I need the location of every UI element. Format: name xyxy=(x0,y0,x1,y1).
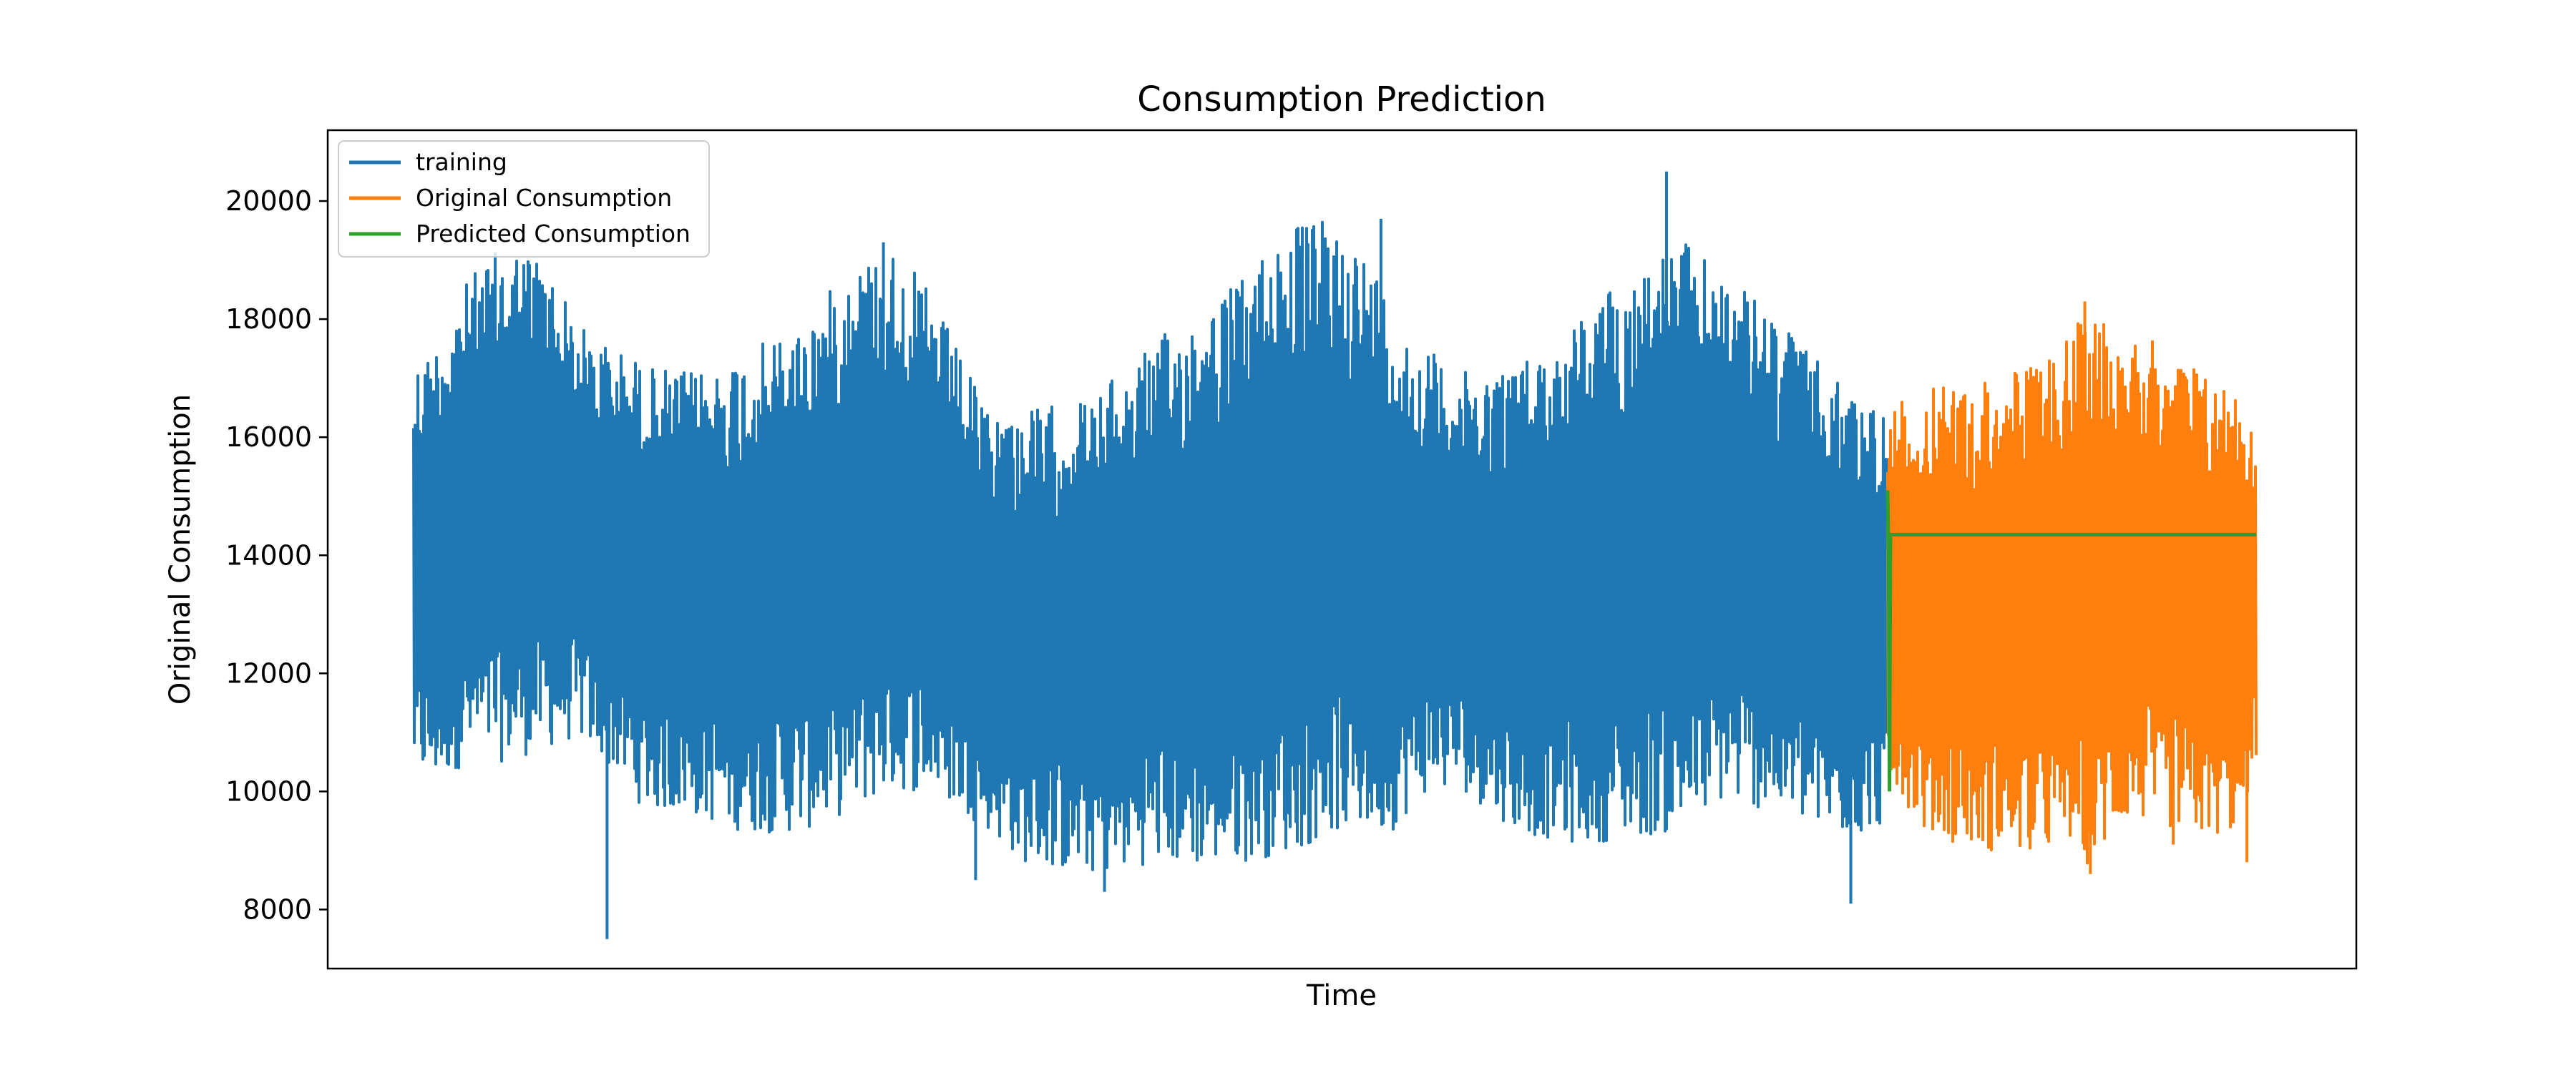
axes-frame xyxy=(326,129,2358,970)
legend: training Original Consumption Predicted … xyxy=(338,140,710,258)
series-layer xyxy=(412,171,2258,939)
legend-box xyxy=(338,140,710,258)
y-tick-label: 14000 xyxy=(225,539,312,571)
y-tick-label: 18000 xyxy=(225,303,312,335)
y-tick-label: 20000 xyxy=(225,185,312,217)
plot-area xyxy=(326,129,2358,970)
series-line-original-consumption xyxy=(1886,301,2258,874)
series-line-training xyxy=(412,171,1889,939)
legend-label-predicted: Predicted Consumption xyxy=(416,220,691,248)
x-axis-label: Time xyxy=(1306,979,1377,1012)
y-axis-ticks: 8000 10000 12000 14000 16000 18000 20000 xyxy=(225,185,328,925)
y-tick-label: 8000 xyxy=(243,893,312,925)
y-tick-label: 12000 xyxy=(225,657,312,689)
chart-title: Consumption Prediction xyxy=(1137,79,1546,119)
y-tick-label: 16000 xyxy=(225,421,312,453)
y-tick-label: 10000 xyxy=(225,775,312,807)
legend-label-training: training xyxy=(416,148,507,176)
series-line-predicted-consumption xyxy=(1885,490,2256,792)
y-axis-label: Original Consumption xyxy=(164,394,197,705)
legend-label-original: Original Consumption xyxy=(416,184,672,212)
